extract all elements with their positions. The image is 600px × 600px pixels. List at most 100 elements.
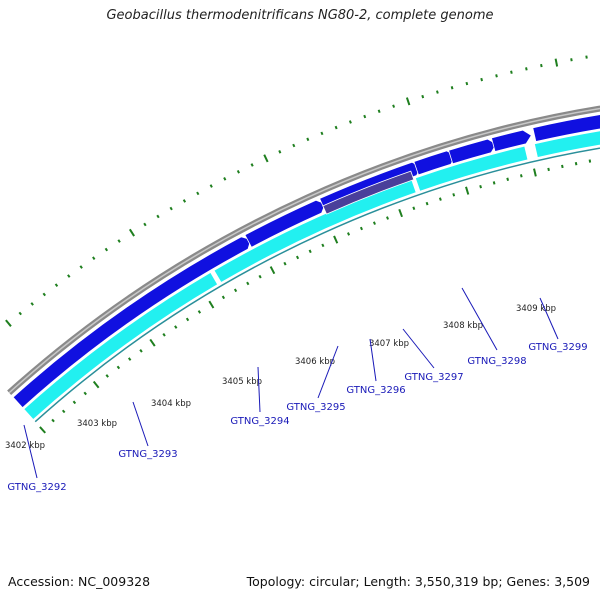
inner-tick xyxy=(322,244,323,247)
outer-tick xyxy=(437,91,438,94)
inner-tick-track xyxy=(35,132,600,433)
kbp-label: 3406 kbp xyxy=(295,357,335,367)
inner-tick xyxy=(129,358,131,360)
inner-tick xyxy=(223,296,225,299)
inner-tick xyxy=(507,178,508,181)
outer-tick xyxy=(184,200,185,203)
outer-tick xyxy=(251,164,252,167)
forward-gene[interactable] xyxy=(13,237,251,408)
inner-tick xyxy=(140,350,142,352)
outer-tick xyxy=(106,248,108,250)
outer-tick xyxy=(19,312,21,314)
outer-tick xyxy=(170,207,172,210)
gene-label-gtng_3292[interactable]: GTNG_3292 xyxy=(7,482,66,493)
inner-tick xyxy=(150,339,155,346)
inner-tick xyxy=(374,222,375,225)
outer-tick xyxy=(393,105,394,108)
outer-tick xyxy=(556,59,558,67)
outer-tick xyxy=(93,257,95,259)
outer-tick xyxy=(307,138,308,141)
kbp-label: 3402 kbp xyxy=(5,441,45,451)
gene-leader-line xyxy=(133,402,148,446)
outer-tick xyxy=(336,126,337,129)
inner-tick xyxy=(453,193,454,196)
inner-tick xyxy=(163,334,165,336)
outer-tick xyxy=(379,110,380,113)
accession-text: Accession: NC_009328 xyxy=(8,574,150,589)
inner-tick xyxy=(175,326,177,329)
outer-tick xyxy=(481,78,482,81)
inner-tick xyxy=(440,198,441,201)
outer-tick xyxy=(264,155,267,162)
gene-leader-line xyxy=(24,425,37,478)
outer-tick xyxy=(211,185,212,188)
gene-label-gtng_3298[interactable]: GTNG_3298 xyxy=(467,356,526,367)
outer-tick xyxy=(144,223,146,226)
inner-tick xyxy=(106,375,108,377)
outer-tick xyxy=(197,192,198,195)
outer-tick xyxy=(452,86,453,89)
inner-tick xyxy=(235,289,236,292)
inner-tick xyxy=(259,275,260,278)
inner-tick xyxy=(348,233,349,236)
inner-tick xyxy=(534,169,536,177)
outer-tick xyxy=(80,266,82,268)
inner-tick xyxy=(209,301,213,308)
inner-tick xyxy=(52,419,54,421)
outer-tick-track xyxy=(0,38,600,354)
outer-tick xyxy=(279,150,280,153)
outer-tick xyxy=(56,284,58,286)
inner-tick xyxy=(73,401,75,403)
inner-tick xyxy=(199,311,201,314)
inner-tick xyxy=(466,187,468,195)
outer-tick xyxy=(350,121,351,124)
reverse-gene[interactable] xyxy=(24,272,218,419)
gene-leader-line xyxy=(318,346,338,398)
gene-leader-line xyxy=(258,367,260,412)
outer-tick xyxy=(541,64,542,67)
inner-tick xyxy=(284,262,285,265)
outer-tick xyxy=(364,115,365,118)
inner-tick xyxy=(271,267,275,274)
outer-tick xyxy=(293,144,294,147)
gene-label-gtng_3295[interactable]: GTNG_3295 xyxy=(286,402,345,413)
inner-tick xyxy=(590,160,591,163)
kbp-label: 3405 kbp xyxy=(222,377,262,387)
outer-tick xyxy=(43,293,45,295)
inner-tick xyxy=(548,168,549,171)
outer-tick xyxy=(118,240,120,243)
inner-tick xyxy=(480,185,481,188)
topology-text: Topology: circular; Length: 3,550,319 bp… xyxy=(247,574,590,589)
outer-tick xyxy=(586,56,587,59)
inner-tick xyxy=(521,174,522,177)
outer-tick xyxy=(321,132,322,135)
outer-tick xyxy=(6,320,11,326)
inner-tick xyxy=(84,392,86,394)
gene-label-gtng_3299[interactable]: GTNG_3299 xyxy=(528,342,587,353)
gene-label-gtng_3293[interactable]: GTNG_3293 xyxy=(118,449,177,460)
inner-tick xyxy=(247,282,248,285)
genome-map[interactable]: 3402 kbp3403 kbp3404 kbp3405 kbp3406 kbp… xyxy=(0,0,600,600)
kbp-label: 3403 kbp xyxy=(77,419,117,429)
kbp-label: 3409 kbp xyxy=(516,304,556,314)
outer-tick xyxy=(224,178,225,181)
outer-tick xyxy=(526,67,527,70)
reverse-gene-track xyxy=(24,115,600,420)
inner-tick xyxy=(361,227,362,230)
outer-tick xyxy=(422,95,423,98)
inner-tick xyxy=(117,366,119,368)
inner-tick xyxy=(297,256,298,259)
inner-tick xyxy=(387,217,388,220)
gene-label-gtng_3296[interactable]: GTNG_3296 xyxy=(346,385,405,396)
outer-tick xyxy=(571,58,572,61)
outer-tick xyxy=(130,229,134,236)
outer-tick xyxy=(238,170,239,173)
inner-tick xyxy=(63,410,65,412)
gene-label-gtng_3297[interactable]: GTNG_3297 xyxy=(404,372,463,383)
outer-tick xyxy=(466,82,467,85)
inner-tick xyxy=(310,250,311,253)
inner-tick xyxy=(40,427,45,433)
inner-tick xyxy=(562,165,563,168)
outer-tick xyxy=(68,275,70,277)
gene-label-gtng_3294[interactable]: GTNG_3294 xyxy=(230,416,289,427)
